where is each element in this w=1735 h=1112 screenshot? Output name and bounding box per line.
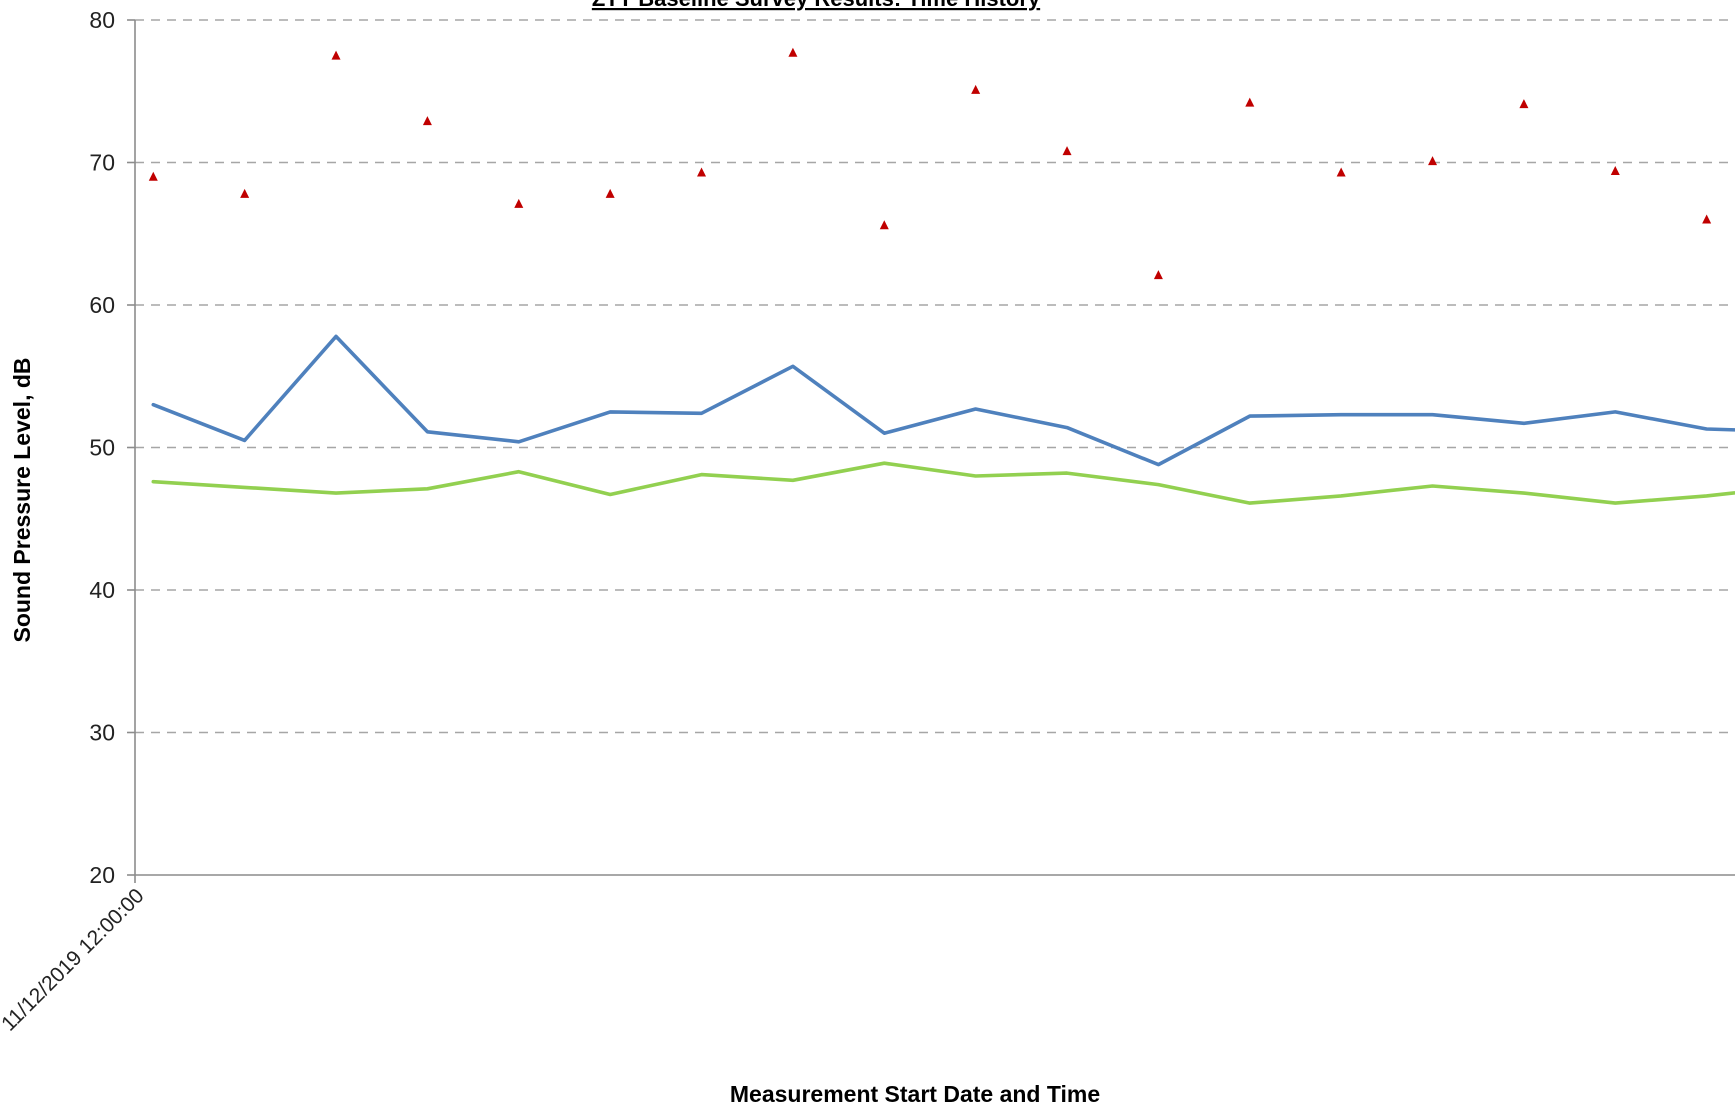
scatter-point: [1336, 167, 1346, 177]
series-line: [151, 334, 1735, 467]
scatter-point: [331, 50, 341, 60]
scatter-point: [879, 220, 889, 230]
series-0: [151, 334, 1735, 467]
scatter-point: [1245, 97, 1255, 107]
scatter-point: [1610, 166, 1620, 176]
y-axis-label: Sound Pressure Level, dB: [9, 357, 35, 642]
series-layer: [148, 47, 1735, 505]
scatter-point: [240, 188, 250, 198]
grid-layer: [135, 19, 1735, 734]
y-tick-label: 60: [89, 292, 115, 318]
scatter-point: [1153, 270, 1163, 280]
series-1: [151, 461, 1735, 505]
scatter-point: [514, 198, 524, 208]
y-tick-label: 20: [89, 862, 115, 888]
scatter-point: [1519, 99, 1529, 109]
chart-title: ZTT Baseline Survey Results: Time Histor…: [592, 0, 1041, 11]
scatter-point: [1428, 156, 1438, 166]
scatter-point: [697, 167, 707, 177]
scatter-point: [422, 116, 432, 126]
x-tick-label: 11/12/2019 12:00:00: [0, 884, 149, 1035]
y-tick-label: 70: [89, 150, 115, 176]
scatter-point: [148, 171, 158, 181]
y-tick-label: 80: [89, 7, 115, 33]
scatter-point: [1702, 214, 1712, 224]
series-line: [151, 461, 1735, 505]
y-tick-label: 50: [89, 435, 115, 461]
y-tick-label: 30: [89, 720, 115, 746]
scatter-point: [788, 47, 798, 57]
scatter-point: [605, 188, 615, 198]
x-axis-label: Measurement Start Date and Time: [730, 1081, 1100, 1107]
y-tick-label: 40: [89, 577, 115, 603]
scatter-point: [971, 84, 981, 94]
series-2: [148, 47, 1712, 280]
scatter-point: [1062, 146, 1072, 156]
